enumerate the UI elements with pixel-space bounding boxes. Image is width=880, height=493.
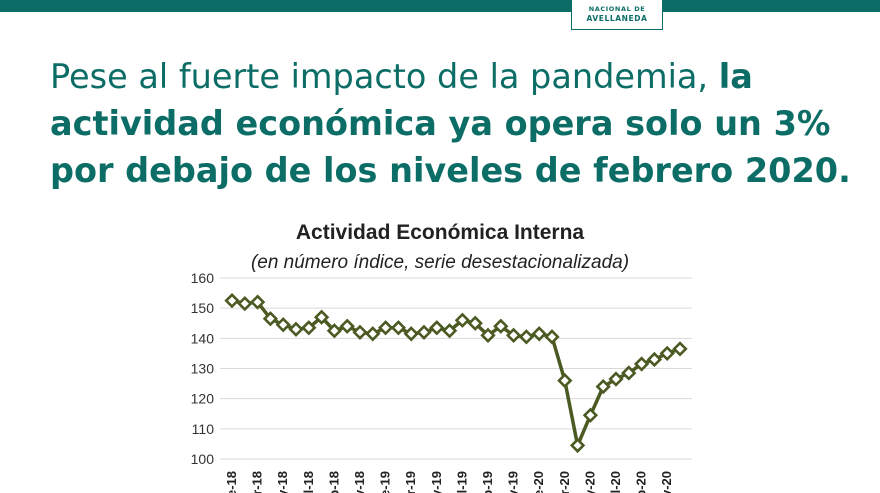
data-point (288, 321, 304, 337)
x-tick-label: e-20 (531, 471, 546, 493)
data-point (313, 309, 330, 325)
x-tick-label: p-19 (480, 471, 495, 493)
x-tick-label: y-19 (429, 471, 444, 493)
data-point (646, 351, 663, 368)
data-point (454, 312, 471, 328)
top-brand-bar (0, 0, 880, 12)
data-point (390, 320, 407, 336)
data-point (275, 317, 291, 333)
data-point (237, 296, 253, 312)
grid-layer (220, 277, 692, 460)
data-point (416, 324, 432, 340)
x-tick-label: y-18 (275, 471, 290, 493)
x-tick-label: p-18 (326, 471, 341, 493)
data-point (403, 326, 419, 342)
data-point (262, 311, 279, 327)
data-point (467, 315, 483, 331)
x-tick-label: r-19 (403, 471, 418, 493)
marker-layer (224, 292, 688, 454)
x-axis: e-18 r-18 y-18 l-18 p-18 v-18 e-19 r-19 y-19 l-19… (224, 471, 674, 493)
data-point (224, 292, 240, 309)
data-point (352, 324, 368, 340)
headline-light: Pese al fuerte impacto de la pandemia, (50, 57, 719, 96)
x-tick-label: p-20 (634, 471, 649, 493)
data-point (441, 323, 458, 339)
data-point (595, 378, 611, 395)
data-point (365, 326, 381, 342)
x-tick-label: l-20 (608, 471, 623, 493)
y-axis: 100 110 120 130 140 150 160 (191, 270, 215, 467)
x-tick-label: l-18 (301, 471, 316, 493)
x-tick-label: e-18 (224, 471, 239, 493)
data-point (301, 320, 317, 336)
data-point (493, 318, 509, 334)
y-tick-label: 130 (191, 361, 215, 377)
data-point (659, 345, 675, 362)
y-tick-label: 140 (191, 330, 215, 346)
chart-title: Actividad Económica Interna (296, 221, 585, 244)
data-point (672, 341, 688, 357)
y-tick-label: 150 (191, 300, 215, 316)
y-tick-label: 120 (191, 391, 215, 407)
data-point (339, 318, 355, 334)
data-point (377, 320, 394, 336)
x-tick-label: r-20 (557, 471, 572, 493)
data-point (505, 327, 522, 343)
chart-subtitle: (en número índice, serie desestacionaliz… (251, 252, 629, 273)
x-tick-label: v-19 (506, 471, 521, 493)
series-line (231, 298, 681, 452)
headline: Pese al fuerte impacto de la pandemia, l… (50, 53, 870, 194)
data-point (531, 326, 547, 342)
data-point (621, 365, 637, 381)
data-point (633, 356, 650, 372)
data-point (249, 294, 266, 310)
data-point (608, 371, 624, 387)
y-tick-label: 100 (191, 451, 215, 467)
data-point (544, 329, 560, 345)
activity-line-chart: Actividad Económica Interna (en número í… (191, 221, 692, 493)
y-tick-label: 160 (191, 270, 215, 286)
data-point (557, 372, 573, 389)
x-tick-label: e-19 (378, 471, 393, 493)
x-tick-label: v-18 (352, 471, 367, 493)
university-logo: NACIONAL DE AVELLANEDA (571, 0, 663, 30)
logo-text-line2: AVELLANEDA (586, 14, 648, 23)
data-point (582, 407, 599, 423)
logo-text-line1: NACIONAL DE (588, 5, 646, 13)
data-point (569, 437, 586, 454)
headline-bold: la actividad económica ya opera solo un … (50, 57, 851, 190)
x-tick-label: l-19 (454, 471, 469, 493)
y-tick-label: 110 (192, 421, 215, 437)
x-tick-label: v-20 (659, 471, 674, 493)
data-point (326, 323, 343, 339)
x-tick-label: r-18 (250, 471, 265, 493)
data-point (429, 320, 445, 336)
data-point (518, 329, 535, 345)
data-point (480, 327, 496, 343)
x-tick-label: y-20 (582, 471, 597, 493)
